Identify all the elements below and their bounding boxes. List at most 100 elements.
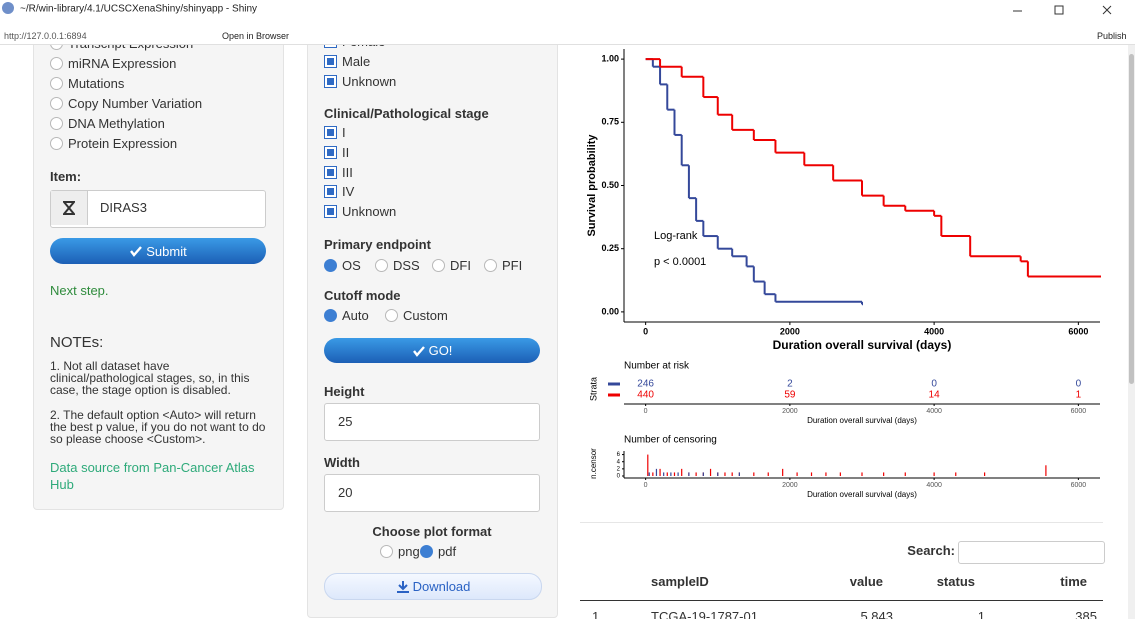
- radio[interactable]: [50, 117, 63, 130]
- format-option: pdf: [438, 544, 457, 559]
- risk-y-title: Strata: [588, 377, 598, 401]
- checkbox[interactable]: [324, 165, 337, 179]
- search-input[interactable]: [958, 541, 1105, 564]
- y-axis-title: Survival probability: [586, 134, 598, 237]
- scrollbar[interactable]: [1128, 44, 1135, 619]
- risk-count: 440: [637, 390, 654, 401]
- annotation: Log-rank: [654, 230, 698, 242]
- column-header[interactable]: time: [1060, 574, 1087, 589]
- censor-y-title: n.censor: [589, 448, 598, 479]
- radio[interactable]: [324, 259, 337, 272]
- scrollbar-thumb[interactable]: [1129, 54, 1134, 384]
- open-in-browser[interactable]: Open in Browser: [222, 31, 290, 41]
- checkbox[interactable]: [324, 205, 337, 219]
- x-axis-title: Duration overall survival (days): [773, 338, 952, 352]
- censor-title: Number of censoring: [624, 435, 717, 446]
- cutoff-label: Cutoff mode: [324, 288, 401, 303]
- censor-y-tick-label: 4: [617, 459, 621, 465]
- risk-title: Number at risk: [624, 361, 690, 372]
- go-button[interactable]: GO!: [324, 338, 540, 363]
- censor-y-tick-label: 2: [617, 466, 621, 472]
- check-icon: [412, 345, 425, 357]
- survival-plot: 0.000.250.500.751.000 2000 4000 6000Duratio…: [586, 49, 1101, 499]
- checkbox[interactable]: [324, 185, 337, 199]
- column-header[interactable]: status: [936, 574, 975, 589]
- checkbox[interactable]: [324, 75, 337, 88]
- restore-button[interactable]: [1054, 5, 1064, 15]
- title-bar: ~/R/win-library/4.1/UCSCXenaShiny/shinya…: [0, 0, 1135, 30]
- stage-option: III: [342, 164, 353, 180]
- radio[interactable]: [375, 259, 388, 272]
- submit-button[interactable]: Submit: [50, 238, 266, 264]
- stage-option: II: [342, 144, 350, 160]
- table-cell: 5.843: [860, 609, 893, 619]
- submit-label: Submit: [146, 243, 187, 259]
- height-label: Height: [324, 384, 365, 399]
- gender-option: Male: [342, 54, 371, 69]
- table-cell: 1: [592, 609, 600, 619]
- go-label: GO!: [428, 343, 453, 358]
- item-input[interactable]: [50, 190, 266, 228]
- hourglass-icon: [63, 201, 75, 215]
- radio[interactable]: [380, 545, 393, 558]
- table-cell: 1: [977, 609, 985, 619]
- data-source-link[interactable]: Data source from Pan-Cancer Atlas Hub: [50, 460, 255, 492]
- radio[interactable]: [50, 137, 63, 150]
- data-type-option: Protein Expression: [68, 136, 178, 151]
- y-tick-label: 0.25: [601, 243, 619, 253]
- download-icon: [396, 581, 409, 593]
- risk-count: 1: [1076, 390, 1082, 401]
- item-label: Item:: [50, 169, 82, 184]
- censor-x-tick-label: 4000: [926, 482, 942, 489]
- radio[interactable]: [385, 309, 398, 322]
- close-button[interactable]: [1102, 5, 1112, 15]
- download-label: Download: [412, 579, 471, 594]
- stage-option: I: [342, 125, 346, 140]
- censor-y-tick-label: 6: [617, 452, 621, 458]
- width-input[interactable]: [324, 474, 540, 512]
- download-button[interactable]: Download: [324, 573, 542, 600]
- check-icon: [130, 246, 143, 257]
- radio[interactable]: [50, 57, 63, 70]
- checkbox[interactable]: [324, 126, 337, 139]
- checkbox[interactable]: [324, 145, 337, 159]
- y-tick-label: 0.50: [601, 180, 619, 190]
- x-tick-label: 2000: [780, 326, 800, 336]
- options-panel: [307, 30, 558, 618]
- censor-x-tick-label: 0: [644, 482, 648, 489]
- note: 1. Not all dataset have clinical/patholo…: [50, 359, 250, 397]
- y-tick-label: 1.00: [601, 53, 619, 63]
- endpoint-option: DFI: [450, 258, 471, 273]
- checkbox[interactable]: [324, 55, 337, 68]
- radio[interactable]: [324, 309, 337, 322]
- address-bar: http://127.0.0.1:6894 Open in Browser Pu…: [0, 30, 1135, 45]
- table-cell: 385: [1075, 609, 1097, 619]
- radio[interactable]: [432, 259, 445, 272]
- y-tick-label: 0.00: [601, 306, 619, 316]
- risk-count: 2: [787, 379, 793, 390]
- x-tick-label: 4000: [924, 326, 944, 336]
- censor-x-tick-label: 6000: [1071, 482, 1087, 489]
- censor-x-tick-label: 2000: [782, 482, 798, 489]
- radio[interactable]: [484, 259, 497, 272]
- column-header[interactable]: value: [849, 574, 883, 589]
- risk-count: 14: [929, 390, 941, 401]
- risk-count: 0: [931, 379, 937, 390]
- next-step: Next step.: [50, 283, 109, 298]
- stage-label: Clinical/Pathological stage: [324, 106, 489, 121]
- radio[interactable]: [50, 77, 63, 90]
- note: 2. The default option <Auto> will return…: [50, 408, 266, 446]
- separator: [580, 522, 1103, 523]
- data-type-option: miRNA Expression: [68, 56, 177, 71]
- column-header[interactable]: sampleID: [651, 574, 709, 589]
- height-input[interactable]: [324, 403, 540, 441]
- risk-count: 246: [637, 379, 654, 390]
- title-bar-icons: ~/R/win-library/4.1/UCSCXenaShiny/shinya…: [2, 2, 1112, 15]
- endpoint-option: PFI: [502, 258, 523, 273]
- radio[interactable]: [50, 97, 63, 110]
- radio[interactable]: [420, 545, 433, 558]
- window-title: ~/R/win-library/4.1/UCSCXenaShiny/shinya…: [20, 4, 257, 15]
- publish[interactable]: Publish: [1097, 31, 1127, 41]
